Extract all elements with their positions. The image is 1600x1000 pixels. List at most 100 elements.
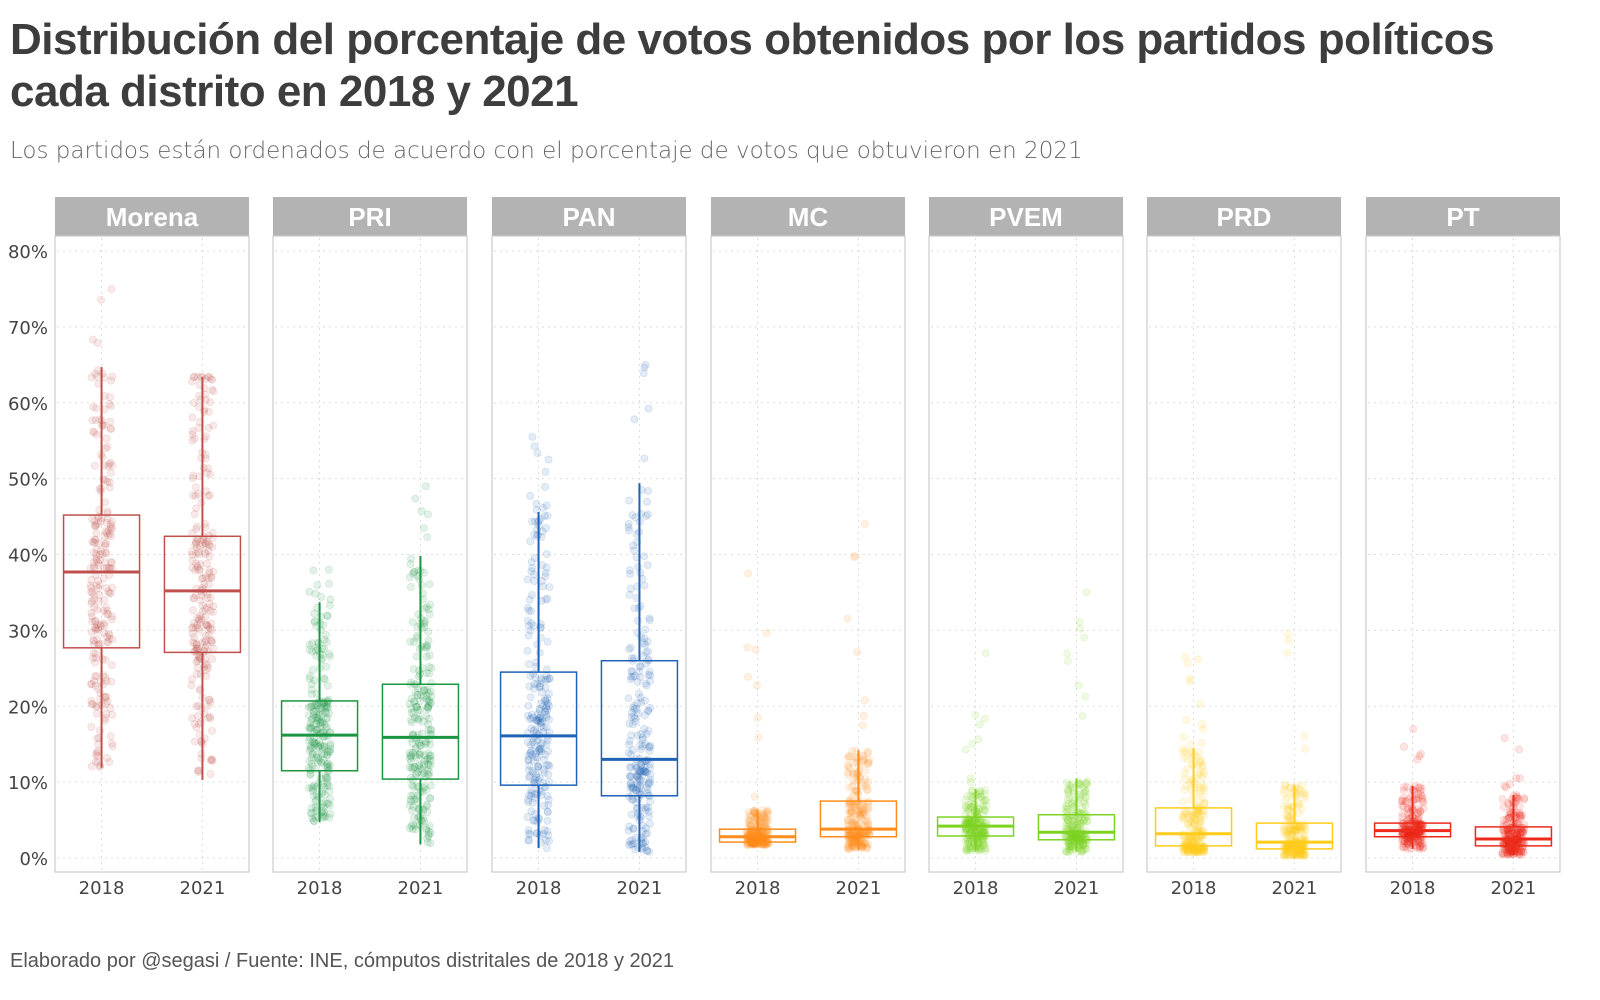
data-point — [308, 666, 317, 675]
data-point — [190, 719, 199, 728]
data-point — [533, 449, 542, 458]
data-point — [534, 714, 543, 723]
data-point — [92, 581, 101, 590]
data-point — [108, 558, 117, 567]
x-tick-label: 2021 — [1054, 878, 1100, 899]
box-iqr — [62, 514, 141, 649]
data-point — [97, 547, 106, 556]
data-point — [415, 762, 424, 771]
data-point — [313, 701, 322, 710]
data-point — [525, 772, 534, 781]
data-point — [322, 760, 331, 769]
data-point — [205, 568, 214, 577]
data-point — [1180, 775, 1189, 784]
data-point — [89, 538, 98, 547]
data-point — [426, 781, 435, 790]
data-point — [545, 762, 554, 771]
data-point — [405, 699, 414, 708]
data-point — [1178, 748, 1187, 757]
data-point — [628, 720, 637, 729]
data-point — [325, 813, 334, 822]
data-point — [427, 699, 436, 708]
data-point — [108, 524, 117, 533]
data-point — [523, 813, 532, 822]
data-point — [961, 809, 970, 818]
data-point — [198, 601, 207, 610]
data-point — [523, 603, 532, 612]
data-point — [422, 669, 431, 678]
data-point — [205, 372, 214, 381]
data-point — [87, 696, 96, 705]
data-point — [640, 454, 649, 463]
data-point — [106, 524, 115, 533]
data-point — [325, 747, 334, 756]
data-point — [1074, 681, 1083, 690]
data-point — [408, 764, 417, 773]
data-point — [417, 581, 426, 590]
data-point — [102, 610, 111, 619]
data-point — [106, 732, 115, 741]
data-point — [102, 677, 111, 686]
data-point — [198, 540, 207, 549]
data-point — [425, 651, 434, 660]
data-point — [313, 758, 322, 767]
data-point — [406, 797, 415, 806]
data-point — [850, 552, 859, 561]
data-point — [322, 724, 331, 733]
data-point — [306, 672, 315, 681]
data-point — [106, 393, 115, 402]
data-point — [196, 559, 205, 568]
data-point — [309, 707, 318, 716]
data-point — [317, 758, 326, 767]
data-point — [201, 612, 210, 621]
data-point — [193, 663, 202, 672]
facet-strip-label: PRI — [348, 202, 391, 232]
data-point — [324, 565, 333, 574]
data-point — [105, 529, 114, 538]
data-point — [306, 703, 315, 712]
data-point — [198, 607, 207, 616]
data-point — [417, 506, 426, 515]
data-point — [87, 762, 96, 771]
data-point — [87, 373, 96, 382]
data-point — [1079, 816, 1088, 825]
data-point — [325, 652, 334, 661]
data-point — [106, 558, 115, 567]
data-point — [408, 739, 417, 748]
data-point — [1300, 732, 1309, 741]
data-point — [1078, 712, 1087, 721]
data-point — [91, 369, 100, 378]
data-point — [411, 751, 420, 760]
data-point — [412, 703, 421, 712]
data-point — [320, 720, 329, 729]
data-point — [93, 751, 102, 760]
data-point — [539, 765, 548, 774]
data-point — [541, 482, 550, 491]
data-point — [99, 574, 108, 583]
data-point — [307, 680, 316, 689]
data-point — [316, 718, 325, 727]
data-point — [642, 497, 651, 506]
data-point — [203, 372, 212, 381]
data-point — [1280, 789, 1289, 798]
data-point — [207, 636, 216, 645]
data-point — [307, 753, 316, 762]
data-point — [203, 559, 212, 568]
data-point — [419, 769, 428, 778]
data-point — [208, 638, 217, 647]
data-point — [1296, 786, 1305, 795]
data-point — [90, 623, 99, 632]
data-point — [311, 740, 320, 749]
data-point — [206, 593, 215, 602]
data-point — [107, 739, 116, 748]
data-point — [317, 704, 326, 713]
data-point — [209, 567, 218, 576]
data-point — [108, 742, 117, 751]
box-2018 — [62, 284, 141, 771]
data-point — [308, 737, 317, 746]
data-point — [91, 626, 100, 635]
data-point — [91, 616, 100, 625]
data-point — [317, 592, 326, 601]
data-point — [196, 542, 205, 551]
data-point — [541, 836, 550, 845]
